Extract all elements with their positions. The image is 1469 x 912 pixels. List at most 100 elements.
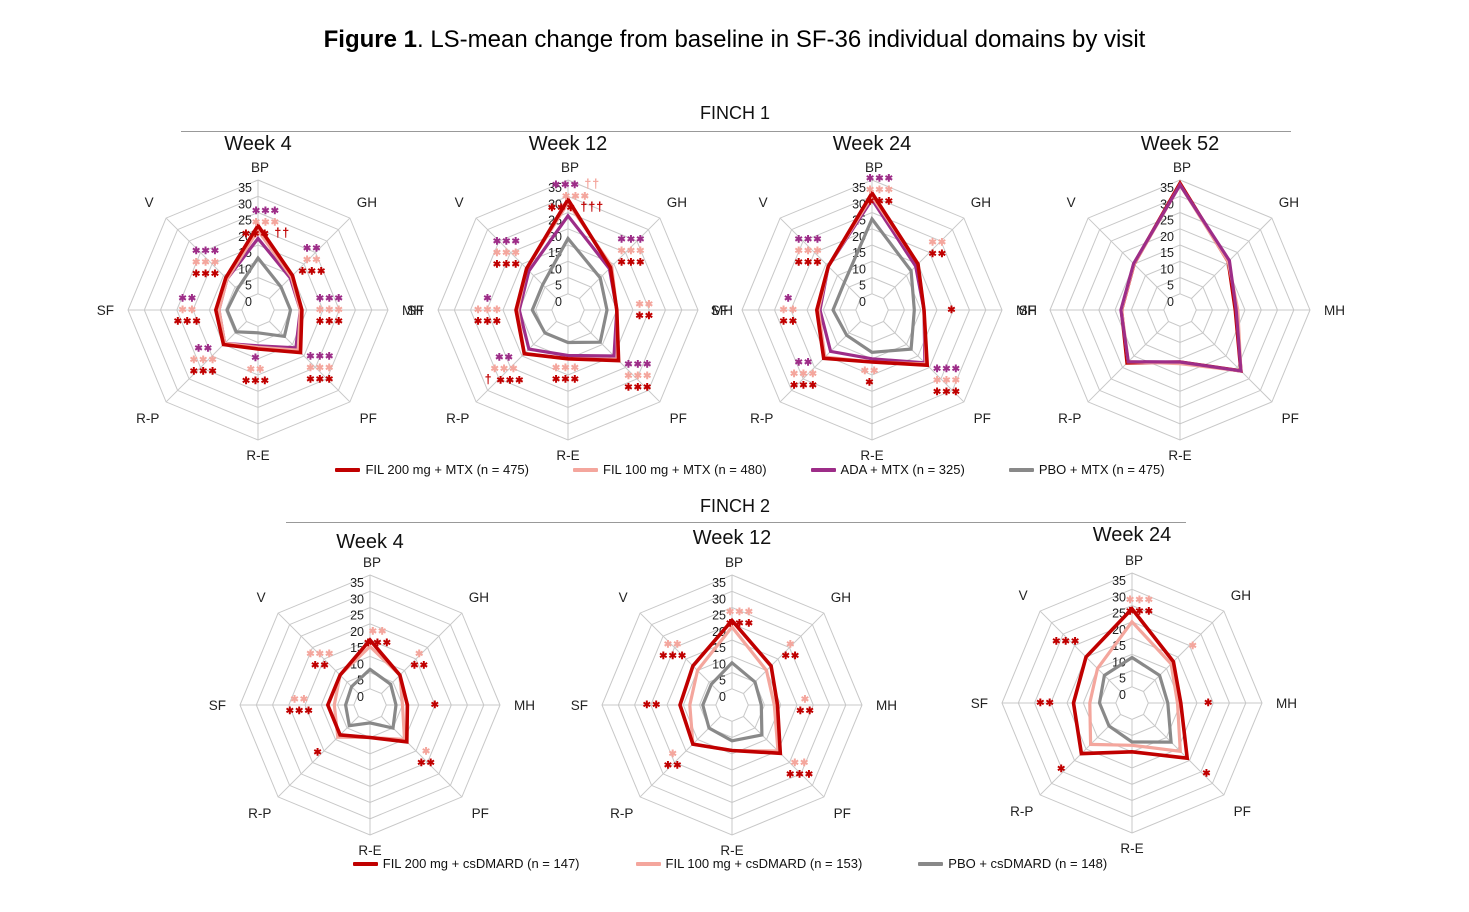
sig-marker-R-P: ✱✱✱	[490, 364, 518, 375]
tick-label: 0	[245, 295, 252, 309]
sig-marker-V: ✱✱✱	[794, 246, 822, 257]
sig-marker-R-E: ✱✱✱	[552, 374, 580, 385]
sig-marker-R-P: ✱✱✱	[790, 369, 818, 380]
sig-marker-V: ✱✱✱	[493, 237, 521, 248]
series-fil200	[1119, 179, 1243, 374]
sig-marker-PF: ✱✱✱	[786, 770, 814, 781]
tick-label: 10	[712, 657, 726, 671]
sig-marker-PF: ✱✱✱	[624, 360, 652, 371]
series-fil200	[1071, 606, 1190, 761]
series-pbo	[343, 667, 398, 730]
series-pbo	[1097, 655, 1173, 744]
axis-label-V: V	[257, 590, 266, 605]
tick-label: 10	[852, 262, 866, 276]
sig-marker-GH: ✱✱	[928, 249, 947, 260]
axis-label-R-P: R-P	[1010, 804, 1033, 819]
sig-marker-MH: ✱✱✱	[316, 305, 344, 316]
chart-title-f1-week4: Week 4	[224, 133, 292, 155]
sig-marker-R-P: ✱✱	[795, 357, 814, 368]
sig-marker-R-E: ✱	[251, 353, 260, 364]
axis-label-MH: MH	[1276, 696, 1297, 711]
axis-label-SF: SF	[209, 698, 226, 713]
legend-item: FIL 100 mg + csDMARD (n = 153)	[635, 856, 862, 871]
axis-label-R-P: R-P	[1058, 411, 1081, 426]
sig-marker-V: ✱✱	[311, 660, 330, 671]
legend-swatch-ada	[810, 467, 836, 472]
sig-marker-GH: ✱	[786, 640, 795, 651]
tick-label: 20	[712, 625, 726, 639]
axis-label-R-P: R-P	[248, 806, 271, 821]
sig-marker-BP: ✱✱✱	[252, 218, 280, 229]
axis-label-GH: GH	[971, 195, 991, 210]
tick-label: 5	[1119, 672, 1126, 686]
figure-title: Figure 1. LS-mean change from baseline i…	[0, 26, 1469, 54]
sig-marker-MH: ✱	[947, 305, 956, 316]
axis-label-PF: PF	[670, 411, 687, 426]
tick-label: 30	[238, 197, 252, 211]
tick-label: 0	[1167, 295, 1174, 309]
tick-label: 0	[555, 295, 562, 309]
tick-label: 10	[1112, 655, 1126, 669]
sig-marker-R-E: ✱✱	[247, 365, 266, 376]
sig-marker-BP: ✱✱✱	[866, 185, 894, 196]
chart-title-f2-week4: Week 4	[336, 531, 404, 553]
tick-label: 25	[1160, 214, 1174, 228]
axis-label-PF: PF	[834, 806, 851, 821]
axis-label-PF: PF	[360, 411, 377, 426]
sig-marker-R-P: ✱✱	[194, 344, 213, 355]
sig-marker-MH: ✱✱	[635, 311, 654, 322]
axis-label-SF: SF	[571, 698, 588, 713]
series-pbo	[701, 660, 764, 743]
sig-marker-MH: ✱	[1204, 698, 1213, 709]
axis-label-V: V	[145, 195, 154, 210]
sig-marker-SF: ✱✱	[178, 305, 197, 316]
tick-label: 0	[859, 295, 866, 309]
sig-marker-GH: ✱✱	[928, 238, 947, 249]
axis-label-GH: GH	[1279, 195, 1299, 210]
sig-marker-V: ✱✱✱	[794, 257, 822, 268]
axis-label-V: V	[455, 195, 464, 210]
sig-marker-V: ✱✱	[664, 640, 683, 651]
tick-label: 35	[1112, 574, 1126, 588]
tick-label: 5	[245, 279, 252, 293]
legend-swatch-pbo	[918, 861, 944, 866]
tick-label: 35	[1160, 181, 1174, 195]
sig-marker-V: ✱✱✱	[659, 651, 687, 662]
sig-marker-V: ✱✱✱	[493, 248, 521, 259]
axis-label-BP: BP	[561, 160, 579, 175]
sig-marker-V: ✱✱✱	[192, 269, 220, 280]
legend-swatch-fil200	[335, 467, 361, 472]
sig-marker-R-P: ✱	[1057, 764, 1066, 775]
sig-marker-GH: ✱✱✱	[617, 257, 645, 268]
sig-marker-V: ✱✱✱	[192, 246, 220, 257]
radar-svg: 05101520253035BPGHMHPFR-ER-PSFV✱✱✱✱✱✱✱✱✱…	[711, 160, 1037, 463]
axis-label-GH: GH	[831, 590, 851, 605]
legend-swatch-pbo	[1008, 467, 1034, 472]
series-fil100	[688, 624, 780, 753]
axis-label-BP: BP	[865, 160, 883, 175]
sig-marker-R-E: ✱✱✱	[552, 363, 580, 374]
tick-label: 20	[1160, 230, 1174, 244]
axis-label-BP: BP	[725, 555, 743, 570]
tick-label: 0	[719, 690, 726, 704]
legend-label: FIL 200 mg + csDMARD (n = 147)	[382, 856, 580, 871]
radar-svg: 05101520253035BPGHMHPFR-ER-PSFV✱✱✱✱✱✱✱✱✱…	[571, 555, 897, 858]
axis-label-R-E: R-E	[556, 448, 579, 463]
sig-marker-R-E: ✱✱	[861, 366, 880, 377]
sig-marker-PF: ✱✱✱	[624, 371, 652, 382]
axis-label-R-P: R-P	[136, 411, 159, 426]
grid	[1049, 179, 1311, 441]
axis-label-GH: GH	[469, 590, 489, 605]
sig-marker-PF: ✱✱✱	[933, 376, 961, 387]
tick-label: 15	[1160, 246, 1174, 260]
legend-swatch-fil200	[352, 861, 378, 866]
radar-chart-finch1-week12: 0 5 10 15 20 25 30 35 BP GH MH PF R-E R-P SF V ✱✱✱ †† ✱✱✱…	[398, 143, 738, 478]
sig-marker-BP: ✱✱✱ ††	[552, 177, 601, 191]
axis-label-SF: SF	[1019, 303, 1036, 318]
axis-label-SF: SF	[971, 696, 988, 711]
sig-marker-GH: ✱✱✱	[298, 266, 326, 277]
section-title-finch1: FINCH 1	[699, 103, 770, 123]
legend-label: FIL 100 mg + MTX (n = 480)	[603, 462, 767, 477]
sig-marker-BP: ✱✱✱ †††	[548, 200, 604, 214]
axis-label-BP: BP	[1173, 160, 1191, 175]
